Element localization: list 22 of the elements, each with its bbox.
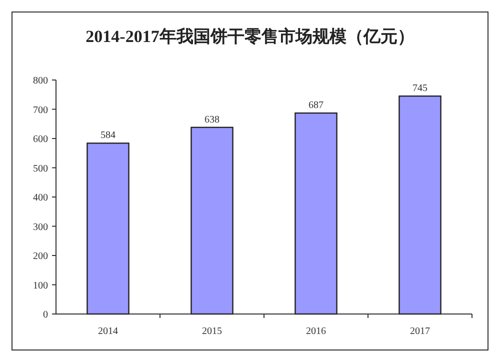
bar <box>294 112 338 315</box>
y-tick-label: 100 <box>33 280 48 292</box>
y-tick-label: 300 <box>33 222 48 233</box>
data-label: 745 <box>412 83 428 94</box>
bar <box>398 95 442 315</box>
chart-title: 2014-2017年我国饼干零售市场规模（亿元） <box>86 27 414 46</box>
y-tick-label: 700 <box>33 104 48 116</box>
data-label: 584 <box>100 130 116 142</box>
y-tick-label: 400 <box>33 192 48 204</box>
data-label: 687 <box>308 100 324 112</box>
bar <box>86 142 130 315</box>
x-tick-label: 2017 <box>410 326 430 337</box>
x-tick-label: 2014 <box>98 326 118 337</box>
data-label: 638 <box>204 114 220 126</box>
bar <box>190 126 234 315</box>
x-tick-label: 2015 <box>202 326 222 337</box>
y-tick-label: 0 <box>43 310 48 320</box>
y-tick-label: 800 <box>33 76 48 86</box>
y-tick-label: 600 <box>33 134 48 145</box>
x-tick-label: 2016 <box>306 326 326 337</box>
y-tick-label: 500 <box>33 163 48 174</box>
y-tick-label: 200 <box>33 251 48 262</box>
